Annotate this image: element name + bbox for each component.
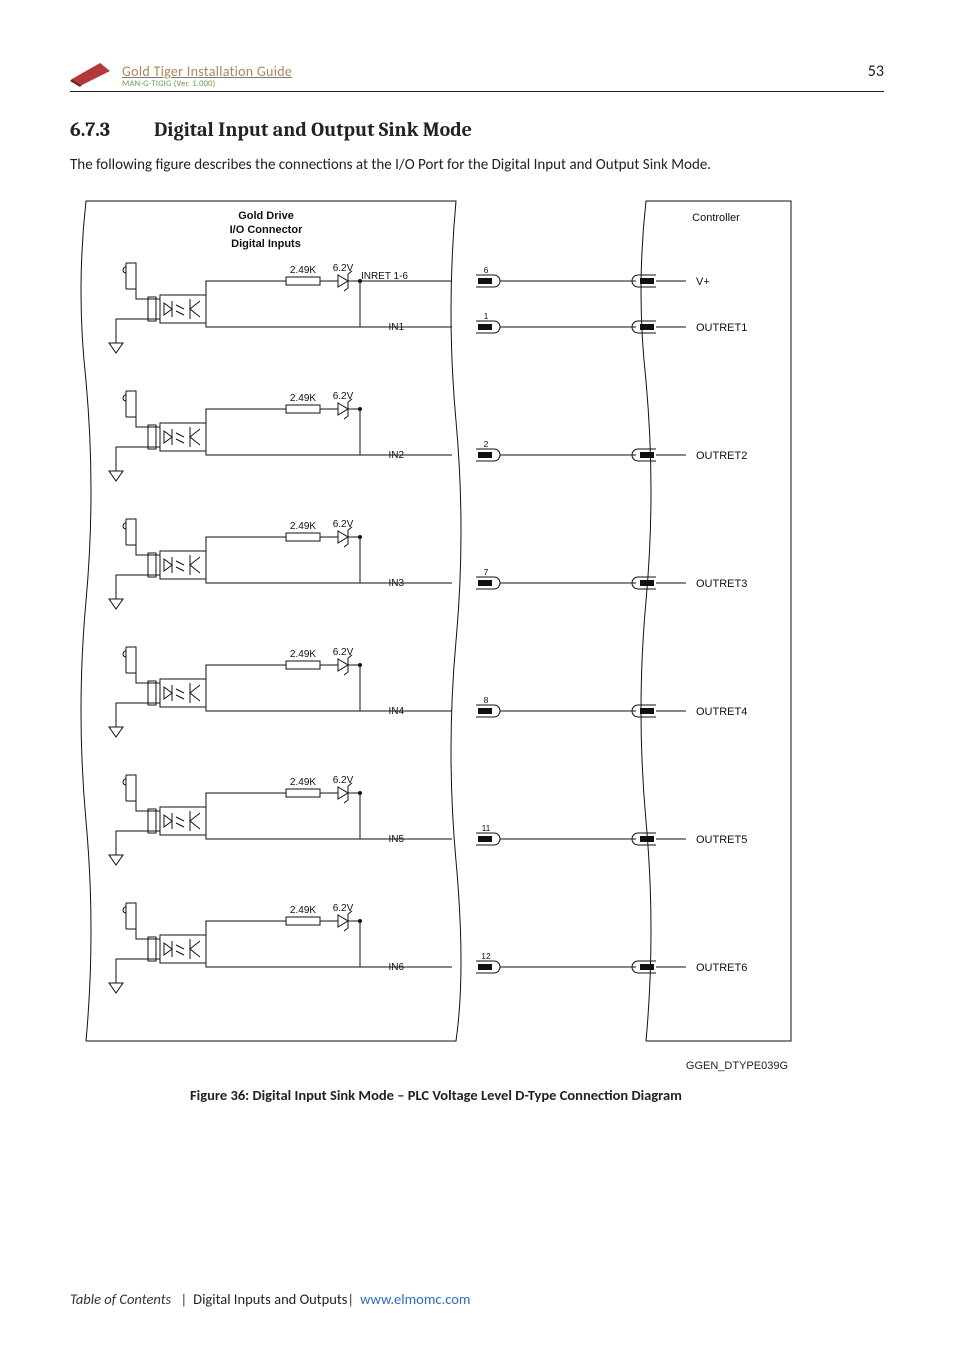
drawing-code: GGEN_DTYPE039G (76, 1060, 796, 1072)
svg-text:6.2V: 6.2V (333, 647, 354, 658)
svg-text:OUTRET5: OUTRET5 (696, 834, 747, 846)
svg-text:IN3: IN3 (388, 578, 404, 589)
svg-text:2.49K: 2.49K (290, 265, 316, 276)
channel-1: 2.49K 6.2V INRET 1-6 6 V+ IN1 1 OUTRET1 (109, 263, 747, 353)
svg-text:OUTRET4: OUTRET4 (696, 706, 747, 718)
svg-text:11: 11 (482, 823, 491, 833)
page-header: Gold Tiger Installation Guide MAN-G-TIGI… (70, 54, 884, 92)
svg-text:IN1: IN1 (388, 322, 404, 333)
section-heading: 6.7.3 Digital Input and Output Sink Mode (70, 118, 884, 141)
section-number: 6.7.3 (70, 118, 110, 141)
svg-text:IN2: IN2 (388, 450, 404, 461)
channel-5: 2.49K 6.2V IN5 11 OUTRET5 (109, 775, 747, 865)
page-footer: Table of Contents |Digital Inputs and Ou… (70, 1290, 884, 1308)
svg-text:2.49K: 2.49K (290, 777, 316, 788)
svg-text:6.2V: 6.2V (333, 903, 354, 914)
brand-logo-icon (70, 61, 112, 87)
section-body: The following figure describes the conne… (70, 155, 884, 177)
right-title: Controller (692, 212, 740, 224)
channel-6: 2.49K 6.2V IN6 12 OUTRET6 (109, 903, 747, 993)
svg-text:12: 12 (481, 951, 491, 961)
channel-4: 2.49K 6.2V IN4 8 OUTRET4 (109, 647, 747, 737)
svg-text:1: 1 (484, 311, 489, 321)
svg-text:OUTRET2: OUTRET2 (696, 450, 747, 462)
svg-text:V+: V+ (696, 276, 710, 288)
left-title-2: I/O Connector (230, 224, 303, 236)
svg-text:6.2V: 6.2V (333, 519, 354, 530)
svg-text:7: 7 (484, 567, 489, 577)
svg-text:2.49K: 2.49K (290, 649, 316, 660)
svg-text:IN4: IN4 (388, 706, 404, 717)
channel-3: 2.49K 6.2V IN3 7 OUTRET3 (109, 519, 747, 609)
svg-text:2.49K: 2.49K (290, 393, 316, 404)
figure-caption: Figure 36: Digital Input Sink Mode – PLC… (76, 1086, 796, 1104)
svg-text:2: 2 (484, 439, 489, 449)
figure: Gold Drive I/O Connector Digital Inputs … (76, 191, 796, 1104)
footer-crumb: Digital Inputs and Outputs (193, 1290, 347, 1308)
footer-link[interactable]: www.elmomc.com (360, 1290, 470, 1308)
page-number: 53 (868, 62, 884, 81)
section-title: Digital Input and Output Sink Mode (154, 118, 472, 141)
svg-text:2.49K: 2.49K (290, 905, 316, 916)
svg-text:8: 8 (484, 695, 489, 705)
svg-text:OUTRET1: OUTRET1 (696, 322, 747, 334)
svg-text:OUTRET6: OUTRET6 (696, 962, 747, 974)
connection-diagram: Gold Drive I/O Connector Digital Inputs … (76, 191, 796, 1051)
svg-text:IN5: IN5 (388, 834, 404, 845)
doc-title: Gold Tiger Installation Guide (122, 64, 292, 79)
left-title-1: Gold Drive (238, 210, 294, 222)
svg-text:6.2V: 6.2V (333, 391, 354, 402)
svg-text:6.2V: 6.2V (333, 263, 354, 274)
svg-text:6: 6 (484, 265, 489, 275)
svg-text:OUTRET3: OUTRET3 (696, 578, 747, 590)
svg-text:IN6: IN6 (388, 962, 404, 973)
doc-subtitle: MAN-G-TIGIG (Ver. 1.000) (122, 80, 292, 89)
svg-text:INRET 1-6: INRET 1-6 (361, 271, 408, 282)
svg-text:6.2V: 6.2V (333, 775, 354, 786)
footer-toc[interactable]: Table of Contents (70, 1290, 171, 1308)
svg-text:2.49K: 2.49K (290, 521, 316, 532)
left-title-3: Digital Inputs (231, 238, 301, 250)
channel-2: 2.49K 6.2V IN2 2 OUTRET2 (109, 391, 747, 481)
